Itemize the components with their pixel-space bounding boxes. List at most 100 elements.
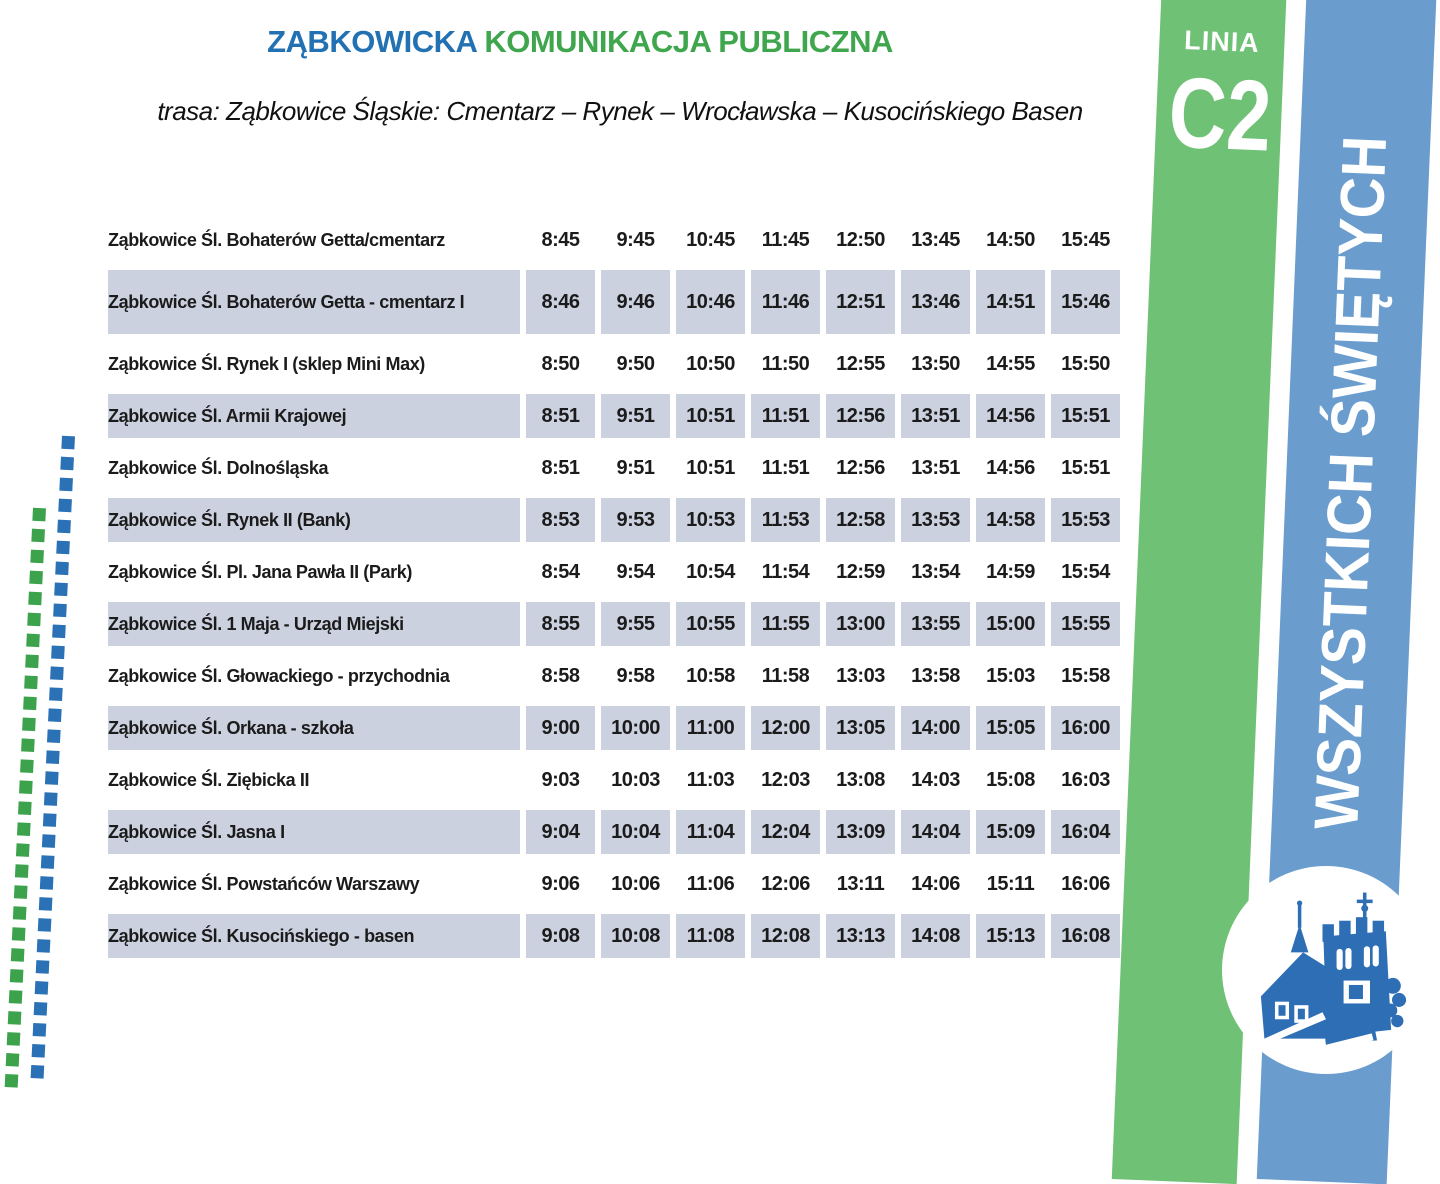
departure-time-cell: 11:54 (761, 560, 810, 583)
stop-name-cell: Ząbkowice Śl. Pl. Jana Pawła II (Park) (108, 561, 412, 582)
blue-square-dot (53, 582, 68, 597)
blue-square-dot (59, 456, 74, 471)
departure-time-cell: 10:46 (676, 270, 745, 334)
departure-time-cell: 11:46 (751, 270, 820, 334)
blue-square-dot (32, 1022, 46, 1037)
departure-time-cell: 11:51 (761, 456, 810, 479)
table-row: Ząbkowice Śl. Pl. Jana Pawła II (Park) 8:… (108, 550, 1120, 594)
departure-time-cell: 9:06 (541, 872, 580, 895)
green-square-dot (31, 507, 46, 522)
departure-time-cell: 9:46 (601, 270, 670, 334)
departure-time-cell: 11:51 (751, 394, 820, 438)
departure-time-cell: 10:06 (611, 872, 660, 895)
table-row: Ząbkowice Śl. Dolnośląska 8:51 9:51 10:51 11… (108, 446, 1120, 490)
departure-time-cell: 14:00 (901, 706, 970, 750)
departure-time-cell: 13:46 (901, 270, 970, 334)
departure-time-cell: 10:54 (686, 560, 735, 583)
departure-time-cell: 10:03 (611, 768, 660, 791)
departure-time-cell: 10:58 (686, 664, 735, 687)
departure-time-cell: 8:51 (526, 394, 595, 438)
blue-square-dot (38, 897, 52, 911)
departure-time-cell: 13:54 (911, 560, 960, 583)
departure-time-cell: 13:58 (911, 664, 960, 687)
departure-time-cell: 15:58 (1061, 664, 1110, 687)
green-square-dot (16, 822, 31, 836)
blue-square-dot (40, 855, 54, 869)
departure-time-cell: 10:45 (686, 228, 735, 251)
stop-name-cell: Ząbkowice Śl. Dolnośląska (108, 457, 329, 478)
table-row: Ząbkowice Śl. Powstańców Warszawy 9:06 10:… (108, 862, 1120, 906)
departure-time-cell: 14:51 (976, 270, 1045, 334)
departure-time-cell: 13:05 (826, 706, 895, 750)
green-square-dot (25, 633, 40, 648)
blue-square-dot (55, 540, 70, 555)
departure-time-cell: 8:58 (541, 664, 580, 687)
stop-name-cell: Ząbkowice Śl. 1 Maja - Urząd Miejski (108, 602, 520, 646)
departure-time-cell: 13:11 (836, 872, 885, 895)
blue-square-dot (39, 876, 53, 890)
departure-time-cell: 16:04 (1051, 810, 1120, 854)
green-square-dot (15, 843, 30, 857)
departure-time-cell: 13:50 (911, 352, 960, 375)
table-row: Ząbkowice Śl. Rynek II (Bank) 8:53 9:53 10:… (108, 498, 1120, 542)
departure-time-cell: 12:56 (836, 456, 885, 479)
departure-time-cell: 14:55 (986, 352, 1035, 375)
town-logo-badge (1222, 866, 1430, 1074)
departure-time-cell: 9:51 (616, 456, 655, 479)
departure-time-cell: 13:45 (911, 228, 960, 251)
departure-time-cell: 15:55 (1051, 602, 1120, 646)
departure-time-cell: 11:08 (676, 914, 745, 958)
departure-time-cell: 14:59 (986, 560, 1035, 583)
departure-time-cell: 11:06 (686, 872, 735, 895)
stop-name-cell: Ząbkowice Śl. Kusocińskiego - basen (108, 914, 520, 958)
blue-square-dot (51, 624, 66, 639)
departure-time-cell: 13:09 (826, 810, 895, 854)
departure-time-cell: 13:00 (826, 602, 895, 646)
green-square-dot (13, 885, 28, 899)
departure-time-cell: 14:50 (986, 228, 1035, 251)
table-row: Ząbkowice Śl. Jasna I 9:04 10:04 11:04 12:04… (108, 810, 1120, 854)
stop-name-cell: Ząbkowice Śl. Jasna I (108, 810, 520, 854)
departure-time-cell: 12:00 (751, 706, 820, 750)
departure-time-cell: 15:53 (1051, 498, 1120, 542)
blue-square-dot (31, 1043, 45, 1058)
green-square-dot (22, 696, 37, 711)
departure-time-cell: 8:53 (526, 498, 595, 542)
departure-time-cell: 12:51 (826, 270, 895, 334)
banner-wrap: WSZYSTKICH ŚWIĘTYCH (1268, 40, 1435, 925)
departure-time-cell: 9:45 (616, 228, 655, 251)
blue-square-dot (41, 834, 56, 848)
departure-time-cell: 15:00 (976, 602, 1045, 646)
banner-text: WSZYSTKICH ŚWIĘTYCH (1302, 134, 1401, 831)
green-square-dot (20, 738, 35, 753)
green-square-dot (7, 1011, 21, 1025)
stop-name-cell: Ząbkowice Śl. Rynek I (sklep Mini Max) (108, 353, 425, 374)
blue-square-dot (35, 960, 49, 974)
departure-time-cell: 9:03 (541, 768, 580, 791)
blue-square-dot (50, 645, 65, 660)
stop-name-cell: Ząbkowice Śl. Bohaterów Getta - cmentarz… (108, 270, 520, 334)
departure-time-cell: 13:08 (836, 768, 885, 791)
departure-time-cell: 12:56 (826, 394, 895, 438)
departure-time-cell: 9:51 (601, 394, 670, 438)
blue-square-dot (52, 603, 67, 618)
green-square-dot (21, 717, 36, 732)
departure-time-cell: 12:59 (836, 560, 885, 583)
departure-time-cell: 13:13 (826, 914, 895, 958)
departure-time-cell: 15:54 (1061, 560, 1110, 583)
line-code: C2 (1166, 56, 1274, 173)
departure-time-cell: 8:54 (541, 560, 580, 583)
departure-time-cell: 14:04 (901, 810, 970, 854)
blue-square-dot (34, 981, 48, 995)
departure-time-cell: 10:51 (686, 456, 735, 479)
green-square-dot (6, 1032, 20, 1046)
green-square-dot (14, 864, 29, 878)
table-row: Ząbkowice Śl. Rynek I (sklep Mini Max) 8:… (108, 342, 1120, 386)
departure-time-cell: 9:53 (601, 498, 670, 542)
departure-time-cell: 13:51 (911, 456, 960, 479)
green-square-dot (4, 1074, 18, 1088)
stop-name-cell: Ząbkowice Śl. Głowackiego - przychodnia (108, 665, 450, 686)
blue-square-dot (56, 519, 71, 534)
departure-time-cell: 11:03 (686, 768, 735, 791)
table-row: Ząbkowice Śl. Kusocińskiego - basen 9:08 1… (108, 914, 1120, 958)
